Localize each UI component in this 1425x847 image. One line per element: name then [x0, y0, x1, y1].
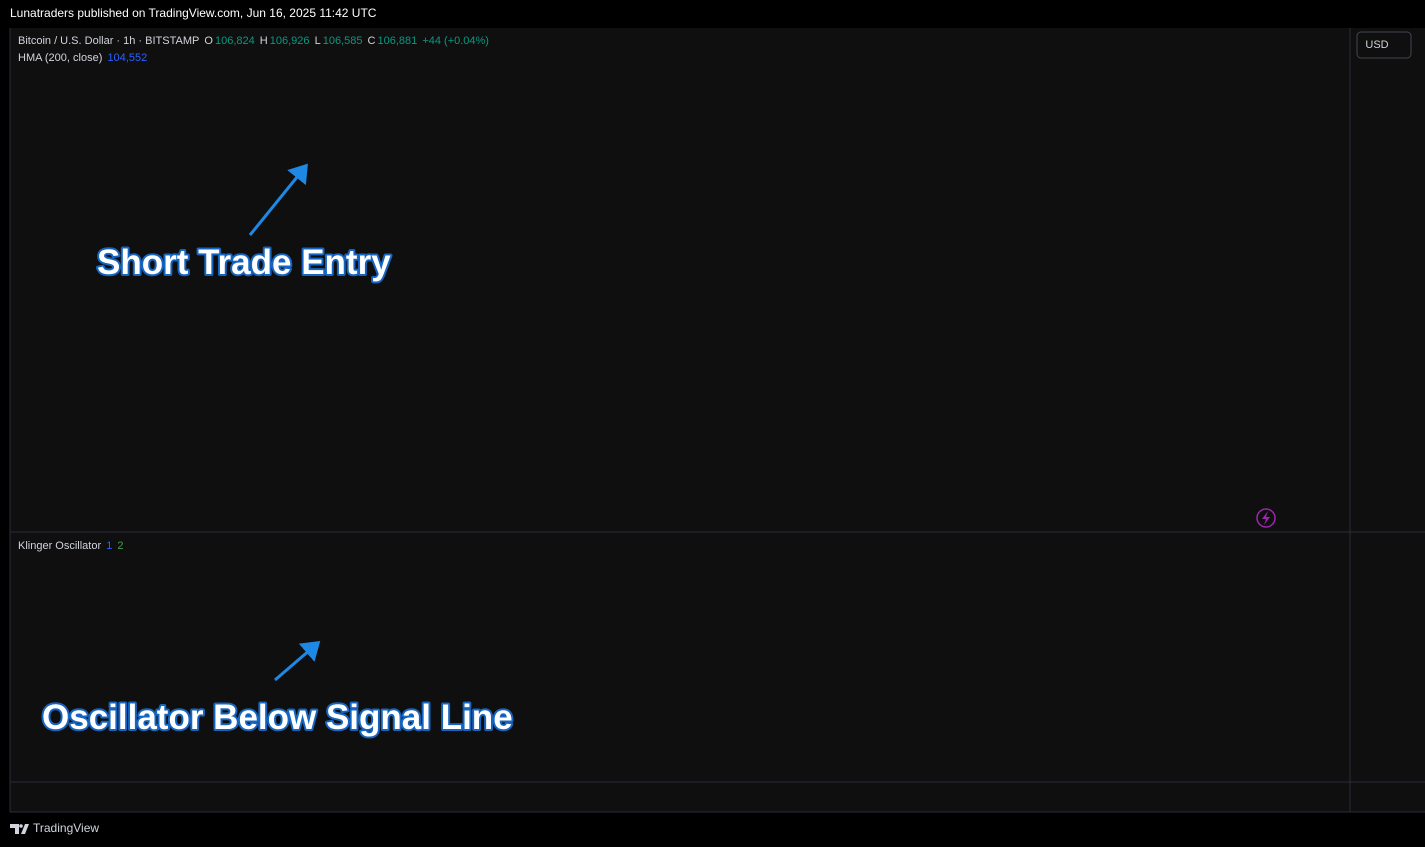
logo-dot — [19, 824, 23, 828]
symbol: Bitcoin / U.S. Dollar · 1h · BITSTAMP — [18, 35, 200, 47]
ohlc-value: 106,881 — [377, 35, 418, 47]
ohlc-key: H — [259, 35, 268, 47]
brand-logo — [10, 824, 29, 834]
currency[interactable]: USD — [1365, 39, 1388, 51]
lightning-icon[interactable] — [1256, 508, 1276, 528]
legend-name: 1 — [106, 540, 113, 552]
axis-bg — [1350, 28, 1425, 812]
plot-bg — [10, 28, 1350, 812]
logo-mark — [10, 824, 29, 834]
ohlc-key: L — [314, 35, 321, 47]
ohlc-key: O — [204, 35, 213, 47]
legend-name: 2 — [117, 540, 124, 552]
icon-circle[interactable] — [1256, 508, 1276, 528]
annotation: Short Trade Entry — [97, 243, 391, 282]
currency-button[interactable] — [1356, 31, 1412, 59]
annotation: Oscillator Below Signal Line — [42, 698, 513, 737]
legend-name: HMA (200, close) — [18, 52, 103, 64]
publisher: Lunatraders published on TradingView.com… — [10, 6, 377, 20]
ohlc-value: 106,585 — [322, 35, 363, 47]
ohlc-value: 106,824 — [214, 35, 255, 47]
brand: TradingView — [33, 821, 99, 835]
arrow — [274, 641, 321, 682]
legend-value: 104,552 — [107, 52, 148, 64]
ohlc-value: 106,926 — [269, 35, 310, 47]
header-bar — [0, 0, 1425, 28]
osc-legend: Klinger Oscillator 1 2 — [18, 540, 126, 552]
arrow — [248, 163, 308, 236]
change: +44 (+0.04%) — [422, 35, 489, 47]
ohlc-key: C — [367, 35, 376, 47]
icon-bolt[interactable] — [1262, 511, 1270, 525]
hma-legend: HMA (200, close) 104,552 — [18, 52, 149, 64]
legend-title: Klinger Oscillator — [18, 540, 102, 552]
